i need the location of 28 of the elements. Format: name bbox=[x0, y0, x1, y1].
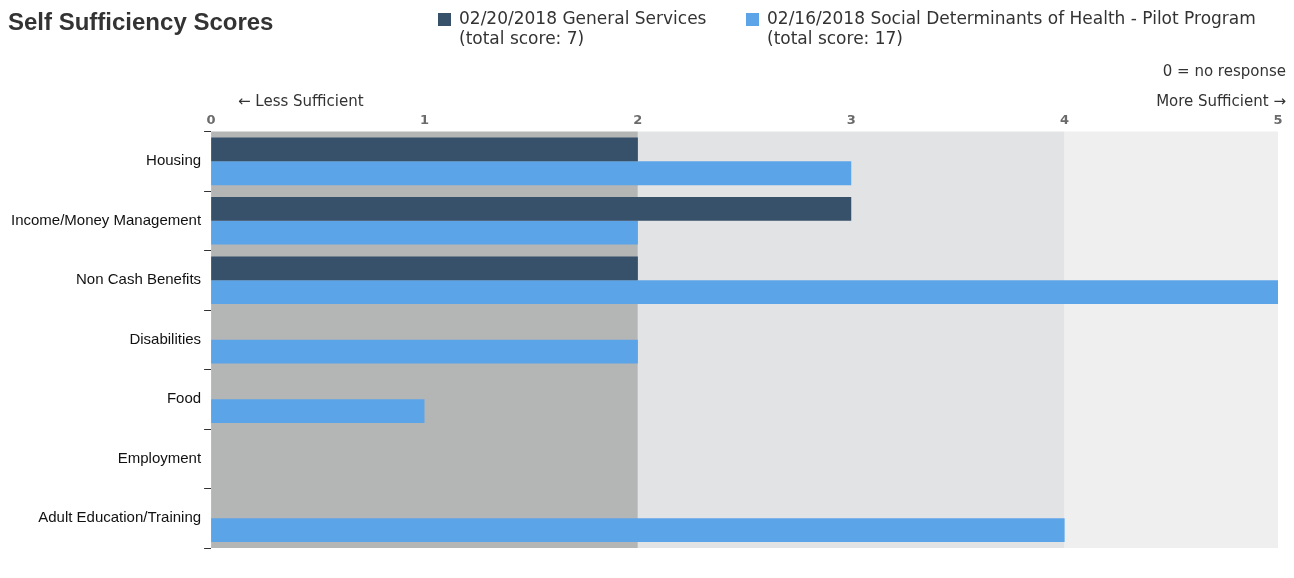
y-tick-label: Disabilities bbox=[129, 329, 202, 347]
y-tick-label: Food bbox=[166, 389, 202, 407]
x-tick-label: 1 bbox=[419, 112, 429, 128]
x-tick-label: 2 bbox=[633, 112, 643, 128]
y-tick-label: Income/Money Management bbox=[10, 210, 202, 228]
y-tick-label: Housing bbox=[146, 151, 202, 169]
y-tick-label: Adult Education/Training bbox=[38, 508, 202, 526]
y-tick-label: Non Cash Benefits bbox=[76, 270, 202, 288]
x-tick-label: 4 bbox=[1060, 112, 1070, 128]
bar bbox=[211, 161, 852, 186]
bar bbox=[211, 339, 638, 364]
text: ← Less Sufficient bbox=[238, 92, 364, 110]
bar bbox=[211, 518, 1065, 543]
text: 0 = no response bbox=[1161, 62, 1286, 82]
y-tick-label: Employment bbox=[117, 448, 202, 466]
text: More Sufficient → bbox=[1156, 92, 1286, 110]
chart-title: Self Sufficiency Scores bbox=[8, 8, 274, 36]
x-tick-label: 0 bbox=[206, 112, 216, 128]
x-tick-label: 3 bbox=[846, 112, 856, 128]
bar bbox=[211, 137, 638, 162]
x-tick-label: 5 bbox=[1273, 112, 1283, 128]
bar bbox=[211, 197, 852, 221]
bar bbox=[211, 256, 638, 281]
legend-label: 02/20/2018 General Services (total score: 7) bbox=[459, 8, 708, 48]
bar bbox=[211, 399, 425, 424]
legend-label: 02/16/2018 Social Determinants of Health - Pilot Program (total score: 17) bbox=[767, 8, 1257, 48]
bar bbox=[211, 220, 638, 245]
bar bbox=[211, 280, 1278, 305]
